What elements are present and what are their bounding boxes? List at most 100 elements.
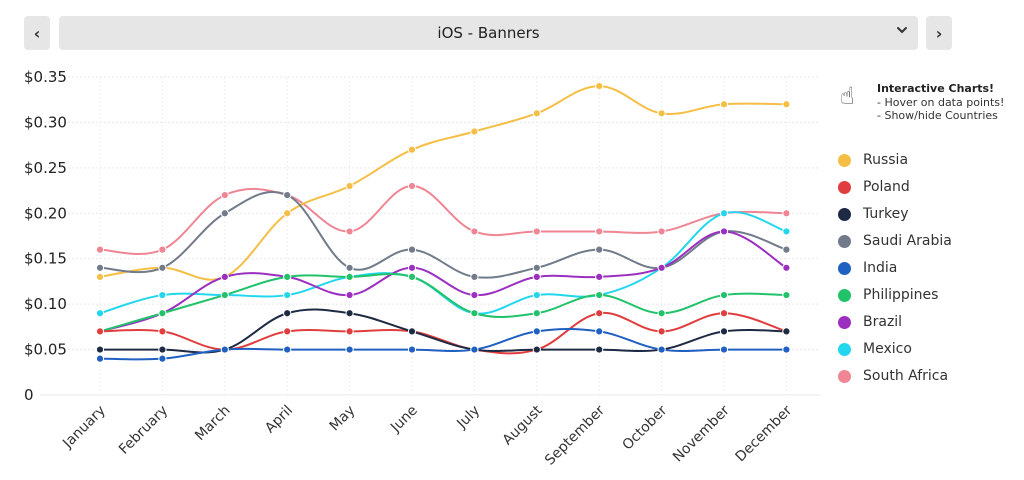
note-line-hover: - Hover on data points! bbox=[877, 96, 1005, 109]
data-point-poland[interactable] bbox=[95, 327, 105, 336]
data-point-philippines[interactable] bbox=[345, 272, 354, 281]
data-point-turkey[interactable] bbox=[532, 345, 541, 354]
data-point-india[interactable] bbox=[719, 345, 729, 354]
legend-item-brazil[interactable]: Brazil bbox=[838, 312, 902, 332]
data-point-poland[interactable] bbox=[345, 327, 354, 336]
data-point-russia[interactable] bbox=[719, 100, 729, 109]
data-point-saudi-arabia[interactable] bbox=[595, 245, 604, 254]
data-point-india[interactable] bbox=[283, 345, 292, 354]
data-point-russia[interactable] bbox=[470, 127, 479, 136]
data-point-india[interactable] bbox=[407, 345, 417, 354]
data-point-india[interactable] bbox=[595, 327, 604, 336]
data-point-south-africa[interactable] bbox=[595, 227, 604, 236]
data-point-russia[interactable] bbox=[283, 209, 292, 218]
data-point-india[interactable] bbox=[782, 345, 791, 354]
data-point-saudi-arabia[interactable] bbox=[407, 245, 417, 254]
data-point-saudi-arabia[interactable] bbox=[470, 272, 479, 281]
data-point-brazil[interactable] bbox=[782, 263, 791, 272]
data-point-saudi-arabia[interactable] bbox=[345, 263, 354, 272]
legend-item-south-africa[interactable]: South Africa bbox=[838, 366, 948, 386]
data-point-philippines[interactable] bbox=[657, 309, 666, 318]
data-point-south-africa[interactable] bbox=[345, 227, 354, 236]
data-point-india[interactable] bbox=[532, 327, 541, 336]
data-point-philippines[interactable] bbox=[595, 290, 604, 300]
data-point-mexico[interactable] bbox=[782, 227, 791, 236]
series-line-philippines bbox=[99, 272, 787, 333]
data-point-south-africa[interactable] bbox=[657, 227, 666, 236]
data-point-south-africa[interactable] bbox=[95, 245, 105, 254]
legend-item-russia[interactable]: Russia bbox=[838, 150, 908, 170]
data-point-mexico[interactable] bbox=[719, 209, 729, 218]
data-point-poland[interactable] bbox=[158, 327, 167, 336]
data-point-russia[interactable] bbox=[657, 109, 666, 118]
data-point-saudi-arabia[interactable] bbox=[532, 263, 541, 272]
data-point-south-africa[interactable] bbox=[532, 227, 541, 236]
data-point-india[interactable] bbox=[470, 345, 479, 354]
data-point-turkey[interactable] bbox=[782, 327, 791, 336]
data-point-turkey[interactable] bbox=[595, 345, 604, 354]
data-point-russia[interactable] bbox=[532, 109, 541, 118]
data-point-poland[interactable] bbox=[719, 309, 729, 318]
data-point-turkey[interactable] bbox=[345, 309, 354, 318]
data-point-saudi-arabia[interactable] bbox=[782, 245, 791, 254]
data-point-saudi-arabia[interactable] bbox=[220, 209, 229, 218]
legend-item-philippines[interactable]: Philippines bbox=[838, 285, 938, 305]
legend-item-turkey[interactable]: Turkey bbox=[838, 204, 909, 224]
chart-type-dropdown[interactable]: iOS - Banners bbox=[59, 16, 918, 50]
data-point-brazil[interactable] bbox=[595, 272, 604, 281]
data-point-philippines[interactable] bbox=[407, 272, 417, 281]
data-point-india[interactable] bbox=[158, 354, 167, 363]
data-point-saudi-arabia[interactable] bbox=[158, 263, 167, 272]
data-point-saudi-arabia[interactable] bbox=[95, 263, 105, 272]
data-point-south-africa[interactable] bbox=[782, 209, 791, 218]
legend-item-saudi-arabia[interactable]: Saudi Arabia bbox=[838, 231, 952, 251]
data-point-philippines[interactable] bbox=[283, 272, 292, 281]
data-point-india[interactable] bbox=[220, 345, 229, 354]
data-point-turkey[interactable] bbox=[158, 345, 167, 354]
data-point-south-africa[interactable] bbox=[220, 191, 229, 200]
data-point-poland[interactable] bbox=[657, 327, 666, 336]
data-point-south-africa[interactable] bbox=[158, 245, 167, 254]
data-point-mexico[interactable] bbox=[283, 290, 292, 300]
data-point-russia[interactable] bbox=[95, 272, 105, 281]
data-point-philippines[interactable] bbox=[470, 309, 479, 318]
data-point-brazil[interactable] bbox=[345, 290, 354, 300]
data-point-poland[interactable] bbox=[595, 309, 604, 318]
data-point-saudi-arabia[interactable] bbox=[283, 191, 292, 200]
x-tick-label: July bbox=[453, 403, 483, 433]
data-point-brazil[interactable] bbox=[657, 263, 666, 272]
data-point-mexico[interactable] bbox=[158, 290, 167, 300]
data-point-poland[interactable] bbox=[283, 327, 292, 336]
data-point-brazil[interactable] bbox=[470, 290, 479, 300]
data-point-turkey[interactable] bbox=[95, 345, 105, 354]
data-point-india[interactable] bbox=[345, 345, 354, 354]
data-point-india[interactable] bbox=[95, 354, 105, 363]
data-point-brazil[interactable] bbox=[220, 272, 229, 281]
data-point-russia[interactable] bbox=[345, 181, 354, 191]
data-point-brazil[interactable] bbox=[532, 272, 541, 281]
data-point-turkey[interactable] bbox=[719, 327, 729, 336]
data-point-south-africa[interactable] bbox=[407, 181, 417, 191]
previous-chart-button[interactable]: ‹ bbox=[24, 16, 50, 50]
data-point-philippines[interactable] bbox=[532, 309, 541, 318]
data-point-brazil[interactable] bbox=[407, 263, 417, 272]
legend-item-mexico[interactable]: Mexico bbox=[838, 339, 912, 359]
data-point-philippines[interactable] bbox=[220, 290, 229, 300]
data-point-russia[interactable] bbox=[782, 100, 791, 109]
data-point-philippines[interactable] bbox=[158, 309, 167, 318]
data-point-mexico[interactable] bbox=[532, 290, 541, 300]
data-point-brazil[interactable] bbox=[719, 227, 729, 236]
legend-item-poland[interactable]: Poland bbox=[838, 177, 910, 197]
data-point-philippines[interactable] bbox=[782, 290, 791, 300]
x-tick-label: December bbox=[733, 402, 796, 465]
data-point-mexico[interactable] bbox=[95, 309, 105, 318]
next-chart-button[interactable]: › bbox=[926, 16, 952, 50]
data-point-turkey[interactable] bbox=[407, 327, 417, 336]
data-point-india[interactable] bbox=[657, 345, 666, 354]
data-point-philippines[interactable] bbox=[719, 290, 729, 300]
data-point-russia[interactable] bbox=[595, 81, 604, 91]
data-point-south-africa[interactable] bbox=[470, 227, 479, 236]
legend-item-india[interactable]: India bbox=[838, 258, 897, 278]
data-point-russia[interactable] bbox=[407, 145, 417, 154]
data-point-turkey[interactable] bbox=[283, 309, 292, 318]
